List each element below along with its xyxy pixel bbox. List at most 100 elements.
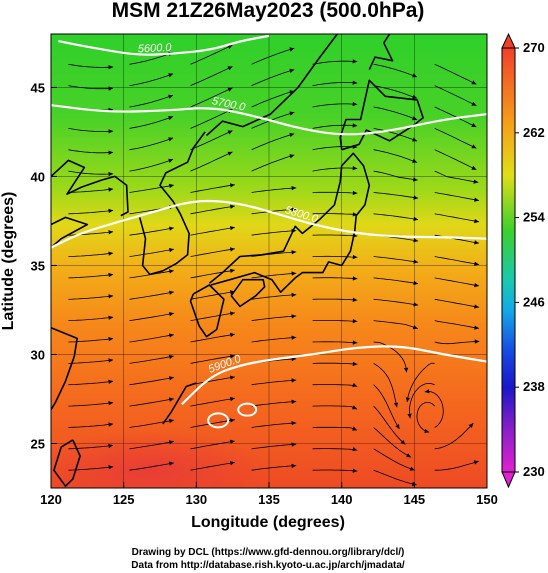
streamline-arrow <box>108 208 114 214</box>
streamline-arrow <box>291 399 297 404</box>
streamline-arrow <box>291 378 297 383</box>
streamline-arrow <box>471 144 477 149</box>
coastline-kyushu <box>189 284 225 338</box>
streamline-arrow <box>352 468 358 473</box>
streamline-arrow <box>291 207 297 212</box>
streamline <box>434 213 480 223</box>
streamline <box>312 341 358 344</box>
y-tick-label: 40 <box>31 169 45 184</box>
streamline-arrow <box>352 101 358 107</box>
streamline <box>68 295 114 300</box>
streamline-arrow <box>227 87 233 92</box>
streamline <box>68 252 114 257</box>
streamline-arrow <box>405 397 410 403</box>
streamline <box>312 255 358 258</box>
streamline <box>434 63 477 85</box>
streamline-arrow <box>534 99 539 103</box>
streamline <box>373 277 419 285</box>
streamline-arrow <box>291 314 297 319</box>
streamline <box>434 192 480 201</box>
streamline <box>190 462 235 471</box>
streamline <box>190 440 235 450</box>
streamline <box>68 274 114 279</box>
streamline <box>434 298 480 308</box>
streamline <box>373 192 419 199</box>
streamline <box>434 320 480 329</box>
streamline <box>373 405 406 445</box>
streamline <box>190 87 233 108</box>
streamline <box>251 230 297 236</box>
streamline-arrow <box>289 68 295 73</box>
streamline-arrow <box>230 268 235 273</box>
streamline <box>68 380 114 386</box>
colorbar-tick-label: 270 <box>523 40 545 55</box>
colorbar-top-arrow <box>501 32 516 49</box>
streamline <box>129 291 174 300</box>
streamline <box>68 359 114 364</box>
streamline-arrow <box>352 80 358 85</box>
streamline <box>251 47 295 65</box>
streamline <box>373 298 419 306</box>
streamline-arrow <box>230 204 235 209</box>
gridlines <box>51 34 487 488</box>
streamline <box>129 116 174 129</box>
streamline-arrow <box>227 130 233 135</box>
streamline <box>251 187 297 193</box>
streamline-arrow <box>169 333 174 338</box>
contour-line <box>51 199 487 249</box>
streamline <box>312 213 358 215</box>
streamline-arrow <box>535 196 540 200</box>
streamline-arrow <box>230 332 235 338</box>
streamline <box>251 379 297 386</box>
x-tick-label: 140 <box>331 492 353 507</box>
coastline-primorye <box>205 34 338 137</box>
streamline-arrow <box>230 375 235 380</box>
streamline-arrow <box>108 272 114 278</box>
streamline <box>129 227 174 236</box>
streamline-arrow <box>289 111 295 116</box>
streamline-arrow <box>424 428 430 434</box>
streamline <box>312 82 358 86</box>
streamline <box>434 256 480 265</box>
credit-data: Data from http://database.rish.kyoto-u.a… <box>131 560 405 571</box>
coastlines <box>51 34 424 487</box>
streamline <box>190 44 233 65</box>
streamline-arrow <box>227 45 233 49</box>
streamline-arrow <box>395 424 400 429</box>
streamline-arrow <box>535 346 540 350</box>
coastline-shandong <box>51 216 89 249</box>
streamline-arrow <box>407 413 412 419</box>
colorbar-tick-label: 246 <box>523 294 545 309</box>
streamline-arrow <box>289 154 295 159</box>
streamline <box>190 108 233 129</box>
streamline-arrow <box>352 59 358 64</box>
streamline-arrow <box>169 247 174 253</box>
streamline <box>251 272 297 279</box>
wind-streamlines <box>68 44 540 487</box>
streamline <box>434 85 477 106</box>
streamline <box>190 312 235 321</box>
streamline <box>312 320 358 322</box>
streamline <box>68 63 114 68</box>
streamline <box>190 66 233 86</box>
coastline-china <box>51 159 129 217</box>
streamline <box>373 320 418 329</box>
streamline-arrow <box>108 294 114 299</box>
streamline-arrow <box>474 218 479 224</box>
streamline-arrow <box>168 137 174 142</box>
streamline <box>190 151 233 172</box>
streamline <box>408 382 435 419</box>
colorbar-tick-label: 254 <box>523 210 545 225</box>
streamline <box>251 422 297 428</box>
streamline <box>251 315 297 321</box>
streamline <box>373 213 419 220</box>
streamline-arrow <box>230 247 235 252</box>
streamline <box>190 397 235 407</box>
x-tick-label: 130 <box>185 492 207 507</box>
streamline-arrow <box>352 190 358 196</box>
streamline-arrow <box>291 186 297 191</box>
contour-loop <box>207 412 230 429</box>
streamline <box>129 419 174 428</box>
streamline-arrow <box>534 120 539 124</box>
streamline <box>129 94 174 108</box>
